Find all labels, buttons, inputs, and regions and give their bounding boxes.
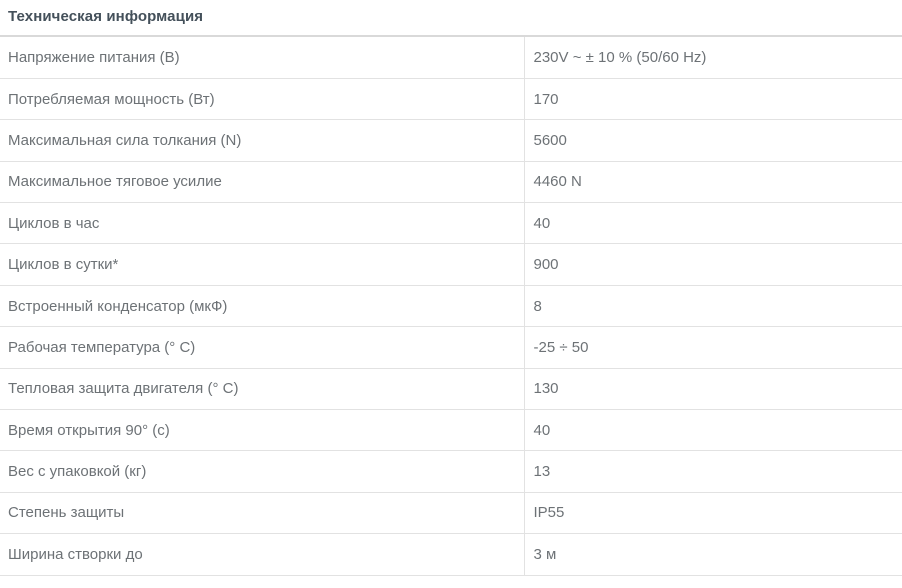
table-row: Максимальная сила толкания (N) 5600 xyxy=(0,119,902,162)
table-row: Тепловая защита двигателя (° C) 130 xyxy=(0,368,902,411)
spec-label: Тепловая защита двигателя (° C) xyxy=(0,368,524,411)
section-title: Техническая информация xyxy=(0,0,902,37)
spec-label: Степень защиты xyxy=(0,492,524,535)
spec-table-body: Напряжение питания (В) 230V ~ ± 10 % (50/… xyxy=(0,37,902,576)
spec-label: Циклов в сутки* xyxy=(0,243,524,286)
spec-value: 900 xyxy=(523,243,902,286)
table-row: Степень защиты IP55 xyxy=(0,492,902,535)
spec-value: 170 xyxy=(523,78,902,121)
table-row: Циклов в сутки* 900 xyxy=(0,243,902,286)
spec-value: 40 xyxy=(523,409,902,452)
spec-label: Максимальная сила толкания (N) xyxy=(0,119,524,162)
spec-value: 13 xyxy=(523,450,902,493)
spec-label: Рабочая температура (° C) xyxy=(0,326,524,369)
spec-label: Напряжение питания (В) xyxy=(0,37,524,79)
spec-label: Время открытия 90° (с) xyxy=(0,409,524,452)
spec-value: IP55 xyxy=(523,492,902,535)
table-row: Напряжение питания (В) 230V ~ ± 10 % (50/… xyxy=(0,37,902,79)
spec-value: 230V ~ ± 10 % (50/60 Hz) xyxy=(523,37,902,79)
table-row: Ширина створки до 3 м xyxy=(0,533,902,576)
spec-label: Ширина створки до xyxy=(0,533,524,576)
spec-label: Максимальное тяговое усилие xyxy=(0,161,524,204)
table-row: Циклов в час 40 xyxy=(0,202,902,245)
table-row: Рабочая температура (° C) -25 ÷ 50 xyxy=(0,326,902,369)
spec-value: 40 xyxy=(523,202,902,245)
spec-value: 3 м xyxy=(523,533,902,576)
table-row: Встроенный конденсатор (мкФ) 8 xyxy=(0,285,902,328)
spec-label: Потребляемая мощность (Вт) xyxy=(0,78,524,121)
table-row: Потребляемая мощность (Вт) 170 xyxy=(0,78,902,121)
table-row: Время открытия 90° (с) 40 xyxy=(0,409,902,452)
spec-value: 5600 xyxy=(523,119,902,162)
spec-table: Напряжение питания (В) 230V ~ ± 10 % (50/… xyxy=(0,37,902,576)
spec-value: 8 xyxy=(523,285,902,328)
table-row: Максимальное тяговое усилие 4460 N xyxy=(0,161,902,204)
spec-label: Вес с упаковкой (кг) xyxy=(0,450,524,493)
spec-value: -25 ÷ 50 xyxy=(523,326,902,369)
spec-value: 130 xyxy=(523,368,902,411)
spec-label: Циклов в час xyxy=(0,202,524,245)
spec-value: 4460 N xyxy=(523,161,902,204)
table-row: Вес с упаковкой (кг) 13 xyxy=(0,450,902,493)
spec-label: Встроенный конденсатор (мкФ) xyxy=(0,285,524,328)
